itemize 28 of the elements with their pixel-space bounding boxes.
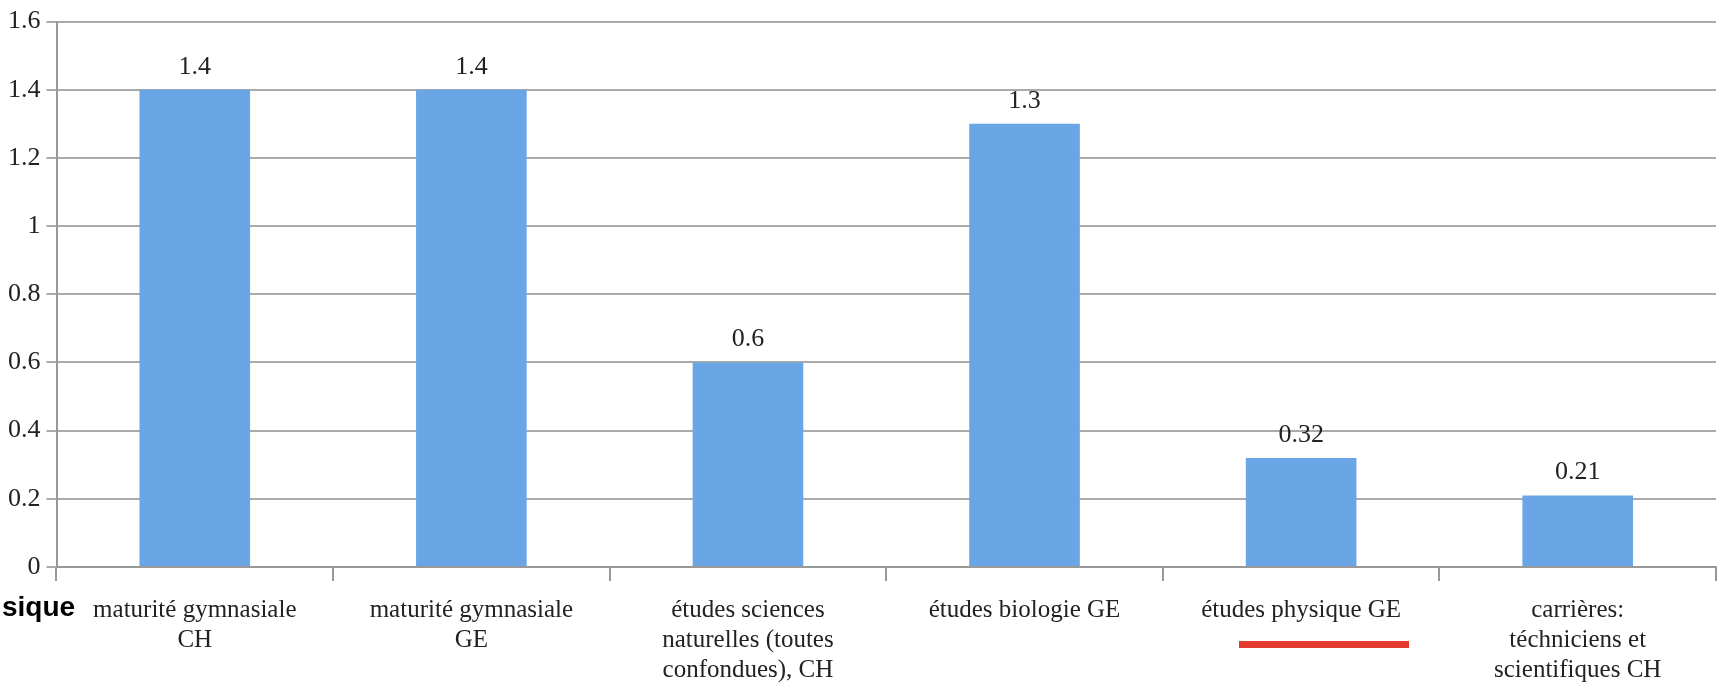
y-tick-label: 0.2 (8, 482, 41, 512)
data-label: 1.4 (178, 50, 212, 80)
data-label: 1.3 (1008, 84, 1041, 114)
bar (1522, 495, 1634, 566)
data-label: 0.21 (1554, 456, 1601, 486)
data-label: 0.6 (731, 323, 765, 353)
x-tick-label: études biologie GE (928, 594, 1121, 622)
bar (416, 89, 527, 566)
x-tick-label: maturité gymnasiale CH (93, 594, 297, 652)
y-tick-label: 1.4 (8, 73, 41, 103)
x-tick-label: carrières: téchniciens et scientifiques CH (1494, 594, 1662, 682)
bar (969, 123, 1080, 566)
y-tick-label: 0.4 (8, 414, 41, 444)
text: sique (2, 590, 76, 622)
x-tick-label: études physique GE (1201, 594, 1402, 622)
bar (692, 362, 804, 566)
y-tick-label: 1.2 (8, 141, 41, 171)
x-tick-label: études sciences naturelles (toutes confondues), CH (662, 594, 834, 683)
y-tick-label: 0.6 (8, 346, 41, 376)
y-tick-label: 0.8 (8, 278, 41, 308)
bar (1245, 457, 1357, 566)
data-label: 1.4 (455, 50, 488, 80)
y-tick-label: 1 (27, 209, 41, 239)
bar (139, 89, 251, 566)
data-label: 0.32 (1278, 418, 1324, 448)
y-tick-label: 1.6 (8, 5, 41, 35)
y-tick-label: 0 (27, 550, 41, 580)
x-tick-label: maturité gymnasiale GE (369, 594, 574, 652)
